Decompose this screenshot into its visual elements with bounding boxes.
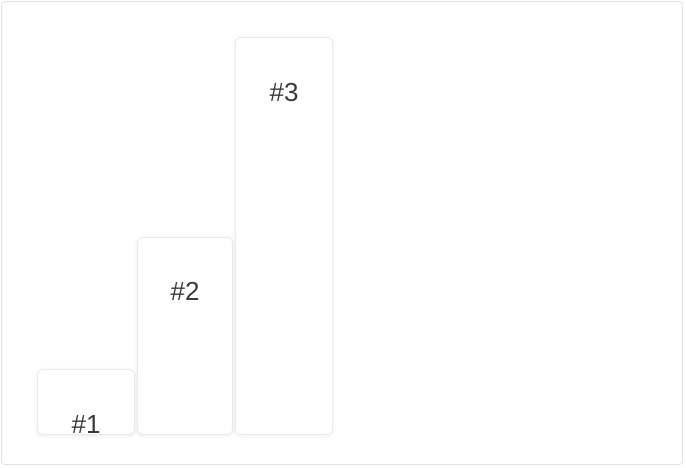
card-2[interactable]: #2 xyxy=(137,237,233,435)
card-3-label: #3 xyxy=(269,77,299,107)
card-2-label: #2 xyxy=(170,276,200,306)
card-1[interactable]: #1 xyxy=(37,369,135,439)
card-1-label: #1 xyxy=(71,409,101,439)
card-3[interactable]: #3 xyxy=(235,37,333,435)
